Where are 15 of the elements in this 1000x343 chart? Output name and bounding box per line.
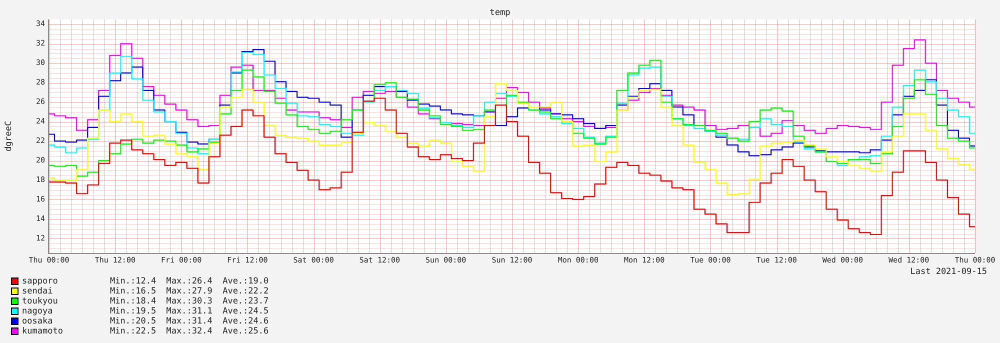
text: Min.:12.4 Max.:26.4 Ave.:19.0 <box>110 276 269 287</box>
y-axis-title: dgreeC <box>4 120 14 152</box>
text: Min.:19.5 Max.:31.1 Ave.:24.5 <box>110 306 269 317</box>
chart-title: temp <box>490 8 510 18</box>
text: Min.:22.5 Max.:32.4 Ave.:25.6 <box>110 326 269 337</box>
text: Last 2021-09-15 <box>910 267 987 278</box>
legend-label: kumamoto <box>22 326 63 337</box>
legend-label: nagoya <box>22 306 53 317</box>
legend-label: toukyou <box>22 296 58 307</box>
text: Min.:20.5 Max.:31.4 Ave.:24.6 <box>110 316 269 327</box>
text: Min.:16.5 Max.:27.9 Ave.:22.2 <box>110 286 269 297</box>
legend-label: oosaka <box>22 316 53 327</box>
text: Min.:18.4 Max.:30.3 Ave.:23.7 <box>110 296 269 307</box>
legend-label: sendai <box>22 286 53 297</box>
legend-label: sapporo <box>22 276 58 287</box>
